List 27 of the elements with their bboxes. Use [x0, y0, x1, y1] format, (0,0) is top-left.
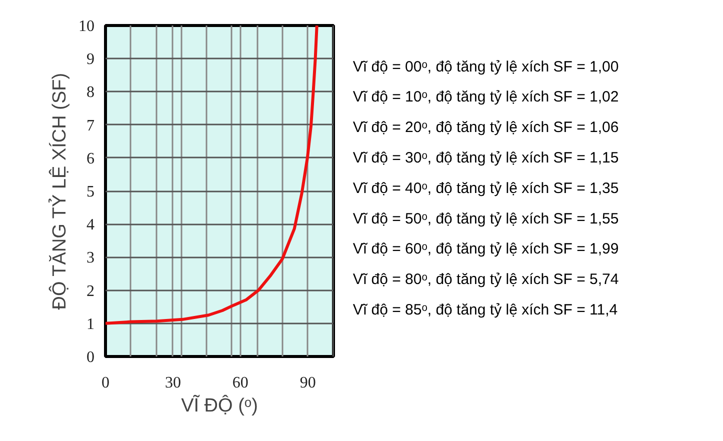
y-tick-label: 3: [86, 250, 94, 267]
text: Vĩ độ = 80ᵒ, độ tăng tỷ lệ xích SF = 5,74: [352, 271, 619, 288]
y-tick-label: 7: [86, 117, 94, 134]
x-axis-title: VĨ ĐỘ (ᵒ): [181, 394, 258, 416]
text: Vĩ độ = 20ᵒ, độ tăng tỷ lệ xích SF = 1,06: [352, 119, 619, 136]
text: Vĩ độ = 50ᵒ, độ tăng tỷ lệ xích SF = 1,55: [352, 210, 619, 228]
text: Vĩ độ = 10ᵒ, độ tăng tỷ lệ xích SF = 1,02: [352, 88, 619, 106]
y-tick-label: 10: [78, 18, 94, 35]
y-tick-label: 4: [86, 216, 94, 234]
y-tick-label: 5: [86, 184, 94, 200]
text: Vĩ độ = 40ᵒ, độ tăng tỷ lệ xích SF = 1,35: [352, 180, 619, 197]
x-tick-label: 30: [164, 374, 181, 392]
text: Vĩ độ = 85ᵒ, độ tăng tỷ lệ xích SF = 11,4: [352, 301, 618, 318]
y-tick-label: 1: [86, 316, 94, 333]
x-tick-label: 90: [300, 374, 316, 392]
y-tick-label: 2: [86, 282, 94, 300]
y-tick-label: 6: [86, 150, 94, 168]
y-tick-label: 9: [86, 51, 94, 68]
text: Vĩ độ = 30ᵒ, độ tăng tỷ lệ xích SF = 1,15: [352, 149, 619, 166]
x-tick-label: 60: [232, 374, 248, 392]
text: Vĩ độ = 60ᵒ, độ tăng tỷ lệ xích SF = 1,99: [352, 240, 619, 258]
text: Vĩ độ = 00ᵒ, độ tăng tỷ lệ xích SF = 1,00: [352, 58, 619, 76]
line-series: [106, 26, 318, 325]
y-tick-label: 0: [86, 349, 94, 366]
y-tick-label: 8: [86, 84, 94, 102]
x-tick-label: 0: [102, 374, 110, 392]
y-axis-title: ĐỘ TĂNG TỶ LỆ XÍCH (SF): [48, 72, 70, 310]
